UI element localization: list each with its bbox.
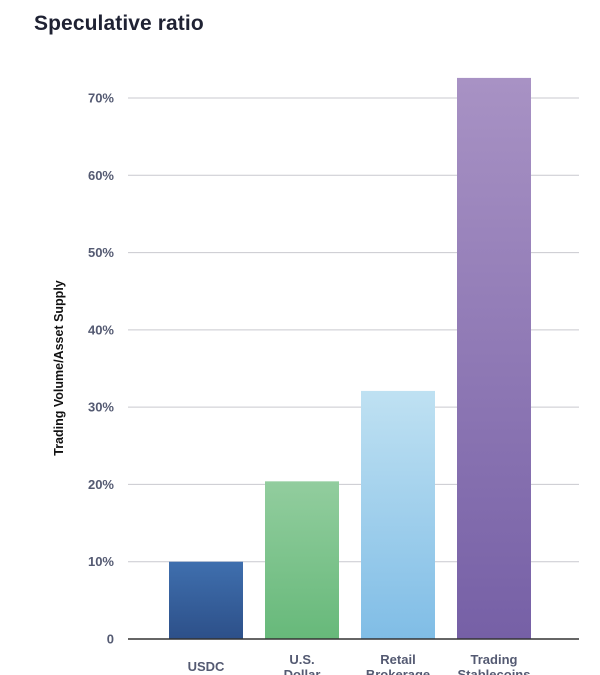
y-tick-label: 40% [88,322,114,337]
y-axis-label: Trading Volume/Asset Supply [52,280,66,456]
y-tick-label: 60% [88,168,114,183]
x-tick-label: Retail Brokerage [366,652,430,675]
x-tick-label: Trading Stablecoins [458,652,531,675]
y-tick-label: 50% [88,245,114,260]
chart-title: Speculative ratio [34,12,204,35]
bar [457,77,531,640]
y-tick-label: 10% [88,554,114,569]
bar [361,390,435,639]
bar [265,481,339,639]
y-tick-label: 30% [88,400,114,415]
x-tick-label: U.S. Dollar [284,652,321,675]
x-tick-label: USDC [188,659,225,674]
y-tick-label: 70% [88,91,114,106]
bar [169,561,243,639]
y-tick-label: 0 [107,632,114,647]
y-tick-label: 20% [88,477,114,492]
